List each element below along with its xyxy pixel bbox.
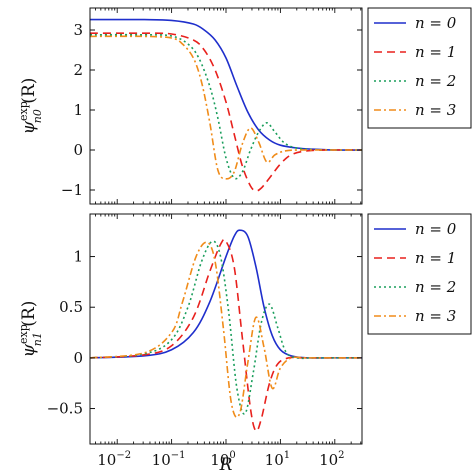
series-line-n0 [90,229,362,359]
x-tick-label: 10−1 [152,450,186,469]
y-axis-label: ψexpn1 (R) [17,301,44,358]
legend-label-n1: n = 1 [415,249,456,267]
legend-box [367,7,472,129]
y-tick-label: 0 [73,141,83,159]
x-axis-label: R [219,455,233,475]
top-legend: n = 0 n = 1 n = 2 n = 3 [367,7,472,129]
plot-frame [89,213,363,445]
y-axis-label: ψexpn0 (R) [17,78,44,135]
y-tick-label: −0.5 [47,400,83,418]
y-tick-label: 0.5 [59,298,83,316]
series-line-n3 [90,35,362,180]
series-line-n0 [90,18,362,151]
y-axis-labels: ψexpn0 (R) ψexpn1 (R) [17,78,44,358]
legend-label-n2: n = 2 [415,72,456,90]
plot-frame [89,7,363,205]
legend-box [367,213,472,335]
y-tick-label: −1 [61,181,83,199]
series-line-n3 [90,241,362,418]
y-tick-label: 0 [73,349,83,367]
x-tick-label: 102 [319,450,344,469]
legend-label-n3: n = 3 [415,101,456,119]
y-tick-label: 1 [73,101,83,119]
y-tick-label: 1 [73,248,83,266]
bottom-legend: n = 0 n = 1 n = 2 n = 3 [367,213,472,335]
y-tick-label: 3 [73,21,83,39]
y-tick-label: 2 [73,61,83,79]
top-panel: −1 0 1 2 3 [61,7,363,205]
series-line-n1 [90,238,362,432]
x-tick-label: 10−2 [97,450,131,469]
series-group [90,18,362,192]
legend-label-n0: n = 0 [415,220,457,238]
series-line-n2 [90,240,362,415]
series-group [90,229,362,432]
x-tick-label: 101 [265,450,290,469]
series-line-n2 [90,33,362,180]
series-line-n1 [90,32,362,192]
legend-label-n2: n = 2 [415,278,456,296]
legend-label-n0: n = 0 [415,14,457,32]
legend-label-n3: n = 3 [415,307,456,325]
legend-label-n1: n = 1 [415,43,456,61]
